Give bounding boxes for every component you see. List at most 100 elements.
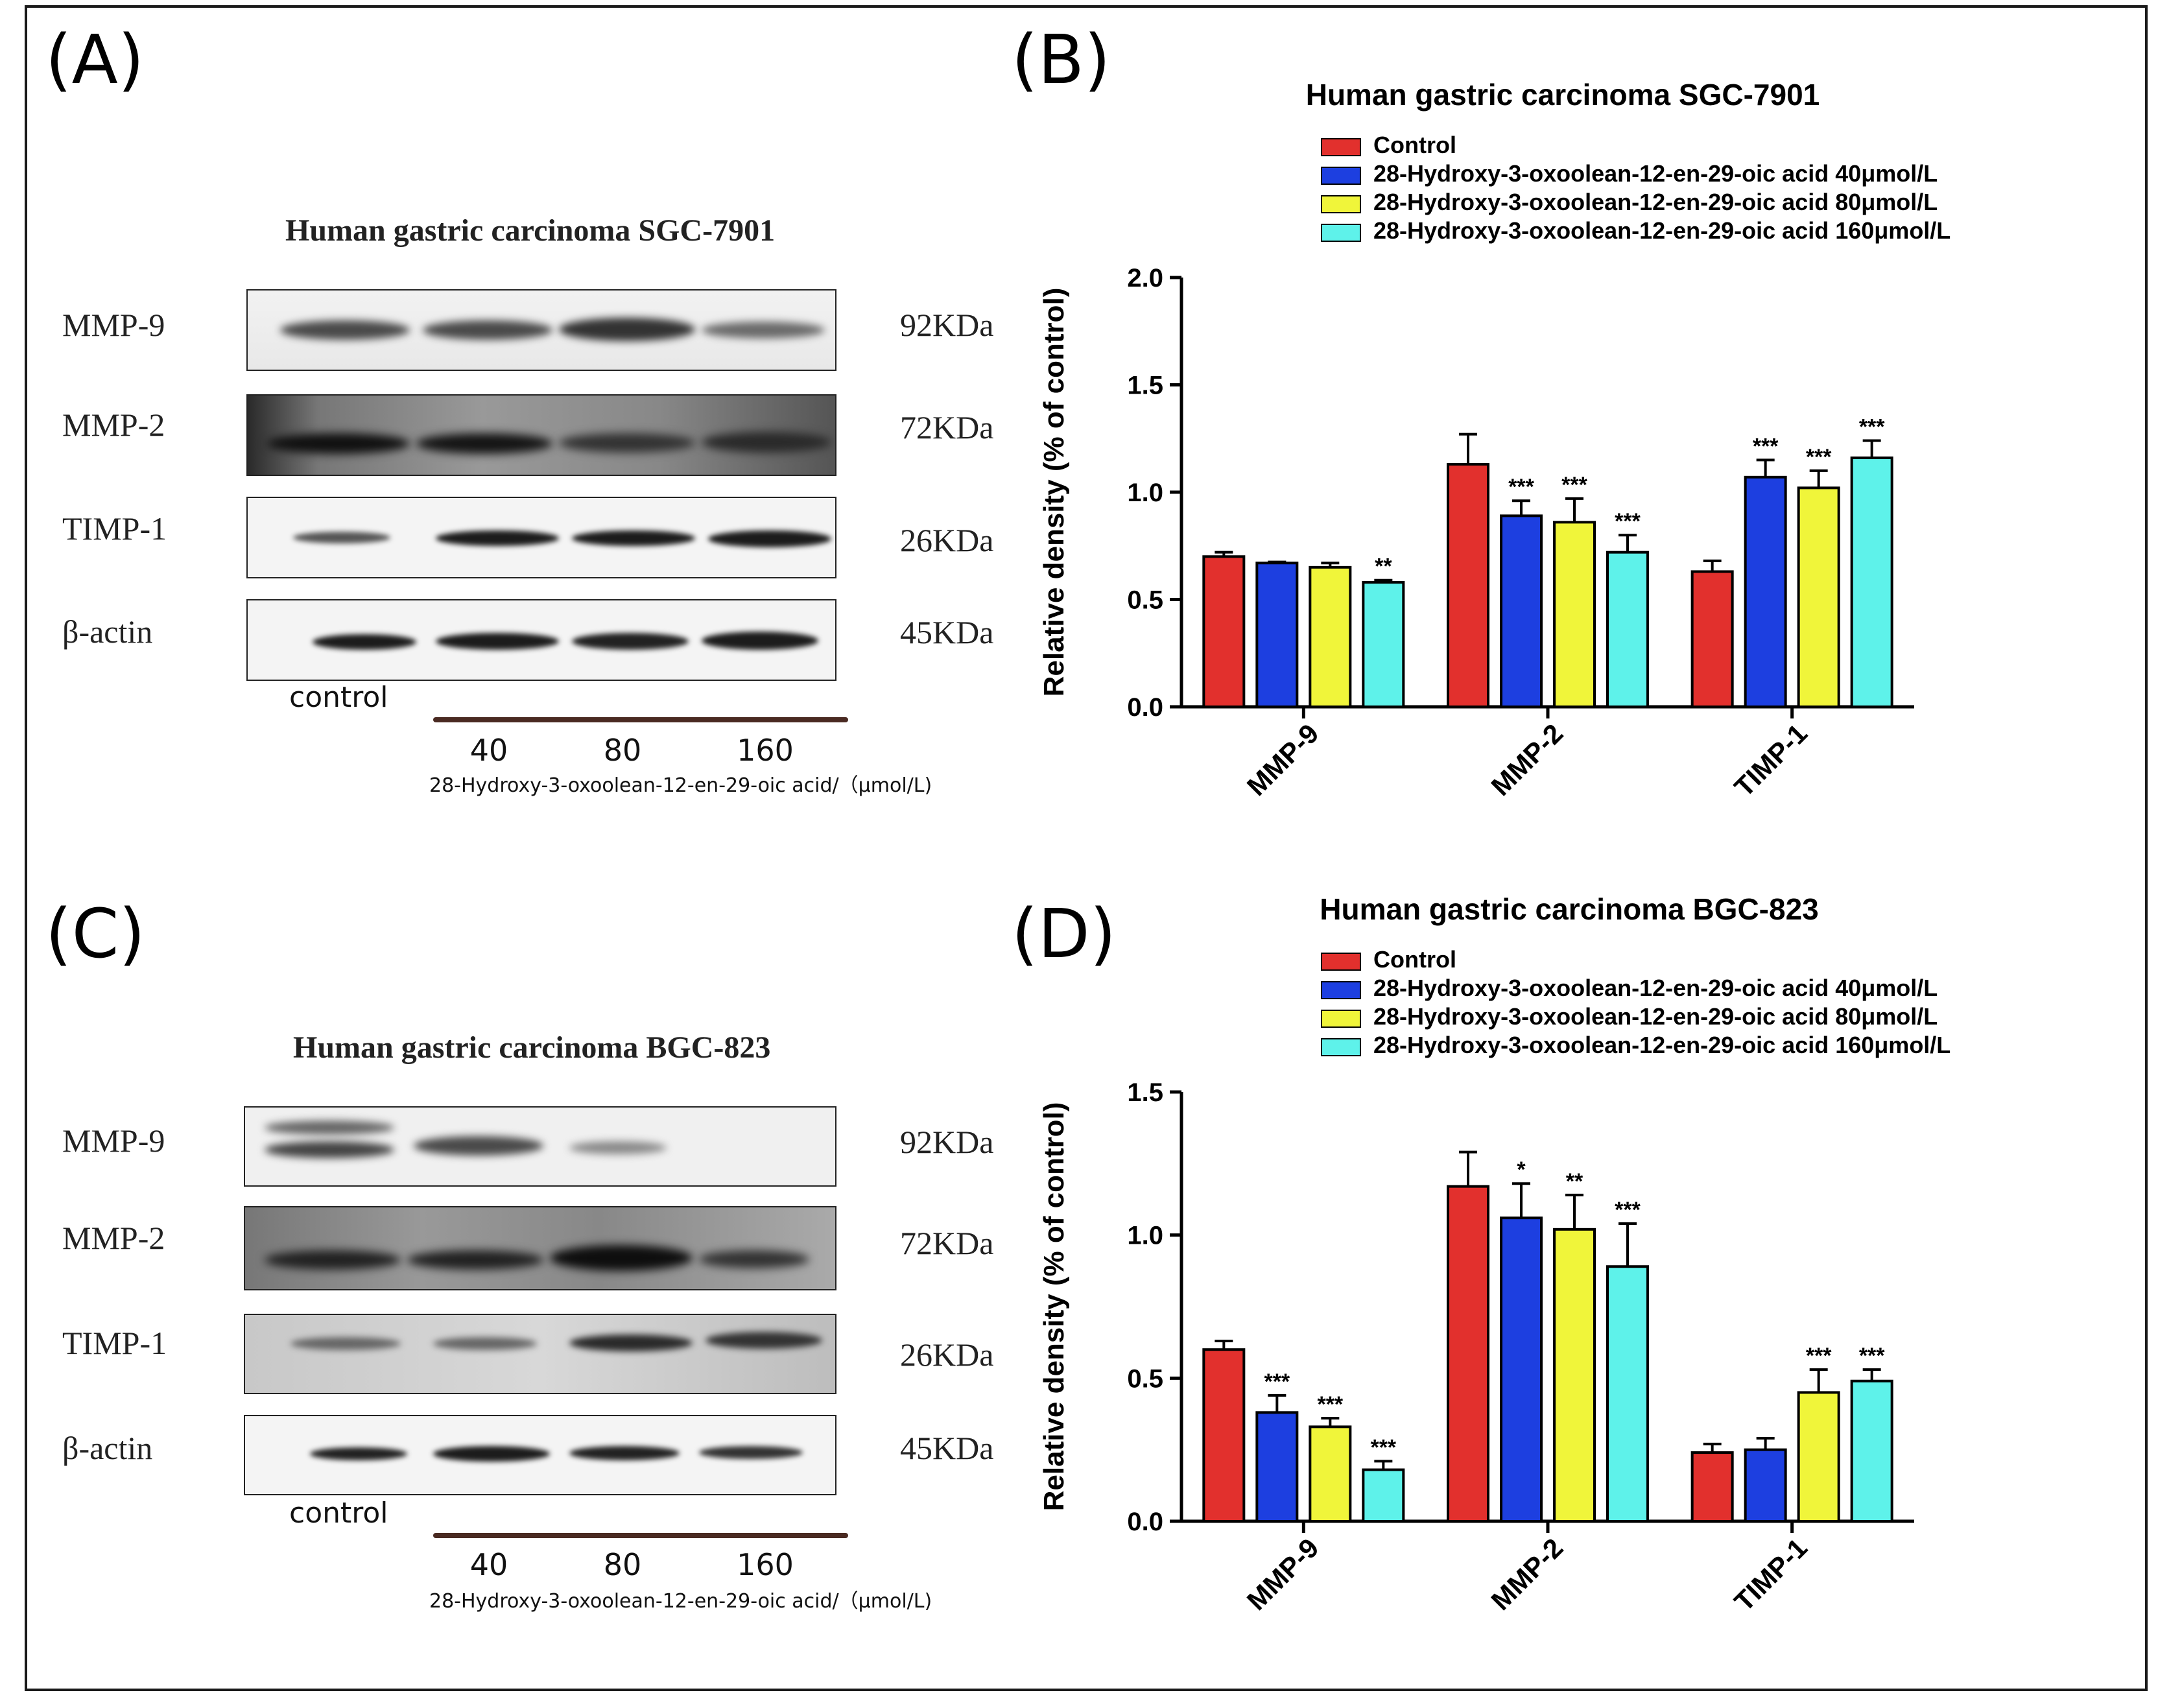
kda-label-mmp9: 92KDa xyxy=(900,1124,994,1160)
x-tick-label: MMP-2 xyxy=(1485,1532,1569,1616)
legend-swatch xyxy=(1321,224,1361,242)
dose-label-40: 40 xyxy=(469,733,508,768)
y-tick-label: 1.0 xyxy=(1127,479,1163,507)
bar xyxy=(1553,521,1596,709)
band xyxy=(267,433,410,454)
x-tick-label: MMP-9 xyxy=(1241,1532,1325,1616)
legend-label: Control xyxy=(1373,132,1456,158)
row-label-mmp9: MMP-9 xyxy=(62,307,165,343)
dose-bar xyxy=(433,1533,848,1538)
band xyxy=(702,632,818,650)
band xyxy=(569,1334,693,1351)
row-label-timp1: TIMP-1 xyxy=(62,1325,167,1361)
blot-strip-beta-actin xyxy=(244,1415,836,1495)
bar xyxy=(1797,486,1840,708)
legend-swatch xyxy=(1321,1010,1361,1028)
legend-label: 28-Hydroxy-3-oxoolean-12-en-29-oic acid … xyxy=(1373,189,1938,215)
band xyxy=(572,530,695,546)
band xyxy=(708,530,831,547)
kda-label-mmp2: 72KDa xyxy=(900,409,994,445)
y-axis-label: Relative density (% of control) xyxy=(1038,288,1070,697)
significance-label: *** xyxy=(1264,1370,1290,1394)
row-label-beta-actin: β-actin xyxy=(62,1430,153,1466)
significance-label: * xyxy=(1517,1157,1526,1182)
row-label-timp1: TIMP-1 xyxy=(62,510,167,547)
significance-label: *** xyxy=(1859,1344,1885,1368)
y-tick-label: 0.0 xyxy=(1127,1508,1163,1536)
significance-label: *** xyxy=(1806,1344,1832,1368)
legend-label: 28-Hydroxy-3-oxoolean-12-en-29-oic acid … xyxy=(1373,1003,1938,1030)
blot-strip-mmp2 xyxy=(246,394,836,476)
legend-swatch xyxy=(1321,138,1361,156)
band xyxy=(265,1141,394,1158)
band xyxy=(310,1447,407,1460)
blot-strip-timp1 xyxy=(244,1314,836,1394)
bar xyxy=(1797,1391,1840,1523)
y-tick-label: 1.5 xyxy=(1127,372,1163,400)
kda-label-mmp2: 72KDa xyxy=(900,1225,994,1261)
significance-label: *** xyxy=(1615,1198,1641,1222)
legend-swatch xyxy=(1321,195,1361,213)
band xyxy=(313,634,416,650)
bar-chart-bgc823: Human gastric carcinoma BGC-823Control28… xyxy=(1038,892,1950,1617)
legend-label: 28-Hydroxy-3-oxoolean-12-en-29-oic acid … xyxy=(1373,217,1950,244)
blot-strip-mmp9 xyxy=(244,1106,836,1187)
bar xyxy=(1606,551,1649,708)
bar xyxy=(1690,1451,1734,1523)
bar xyxy=(1744,1448,1787,1523)
panel-letter-d: (D) xyxy=(1012,894,1117,973)
band xyxy=(572,633,689,650)
y-tick-label: 0.0 xyxy=(1127,693,1163,722)
bar xyxy=(1744,475,1787,709)
band xyxy=(280,320,410,340)
bar xyxy=(1447,462,1489,708)
y-tick-label: 0.5 xyxy=(1127,586,1163,615)
dose-bar xyxy=(433,717,848,722)
band xyxy=(699,1250,809,1268)
band xyxy=(699,1446,803,1459)
legend-swatch xyxy=(1321,1038,1361,1056)
kda-label-timp1: 26KDa xyxy=(900,1336,994,1373)
bar xyxy=(1850,457,1893,708)
dose-label-40: 40 xyxy=(469,1547,508,1582)
dose-label-160: 160 xyxy=(737,1547,794,1582)
blot-strip-mmp2 xyxy=(244,1206,836,1290)
significance-label: *** xyxy=(1508,475,1534,499)
legend-swatch xyxy=(1321,953,1361,971)
legend-swatch xyxy=(1321,167,1361,185)
row-label-mmp2: MMP-2 xyxy=(62,407,165,443)
kda-label-beta-actin: 45KDa xyxy=(900,1430,994,1466)
band xyxy=(414,1136,543,1156)
bar xyxy=(1255,562,1299,708)
compound-caption: 28-Hydroxy-3-oxoolean-12-en-29-oic acid/… xyxy=(429,774,932,797)
panel-letter-a: (A) xyxy=(45,20,145,99)
dose-label-160: 160 xyxy=(737,733,794,768)
band xyxy=(569,1446,680,1460)
band xyxy=(702,432,831,453)
significance-label: *** xyxy=(1859,415,1885,440)
row-label-mmp2: MMP-2 xyxy=(62,1220,165,1256)
significance-label: *** xyxy=(1615,509,1641,534)
bar xyxy=(1553,1228,1596,1523)
band xyxy=(569,1141,667,1154)
significance-label: *** xyxy=(1317,1392,1343,1417)
legend-label: 28-Hydroxy-3-oxoolean-12-en-29-oic acid … xyxy=(1373,975,1938,1001)
band xyxy=(265,1250,401,1270)
bar xyxy=(1447,1185,1489,1523)
bar xyxy=(1690,570,1734,708)
bar xyxy=(1850,1379,1893,1523)
y-tick-label: 2.0 xyxy=(1127,264,1163,292)
bar xyxy=(1202,1348,1246,1523)
significance-label: *** xyxy=(1753,434,1779,458)
band xyxy=(436,530,559,546)
panel-letter-b: (B) xyxy=(1012,20,1111,99)
bar xyxy=(1309,565,1352,708)
bar xyxy=(1202,555,1246,708)
significance-label: ** xyxy=(1375,554,1392,579)
row-label-beta-actin: β-actin xyxy=(62,613,153,650)
dose-label-80: 80 xyxy=(603,733,642,768)
band xyxy=(559,433,695,453)
bar xyxy=(1500,1216,1543,1523)
y-tick-label: 0.5 xyxy=(1127,1364,1163,1393)
panel-letter-c: (C) xyxy=(45,894,145,973)
